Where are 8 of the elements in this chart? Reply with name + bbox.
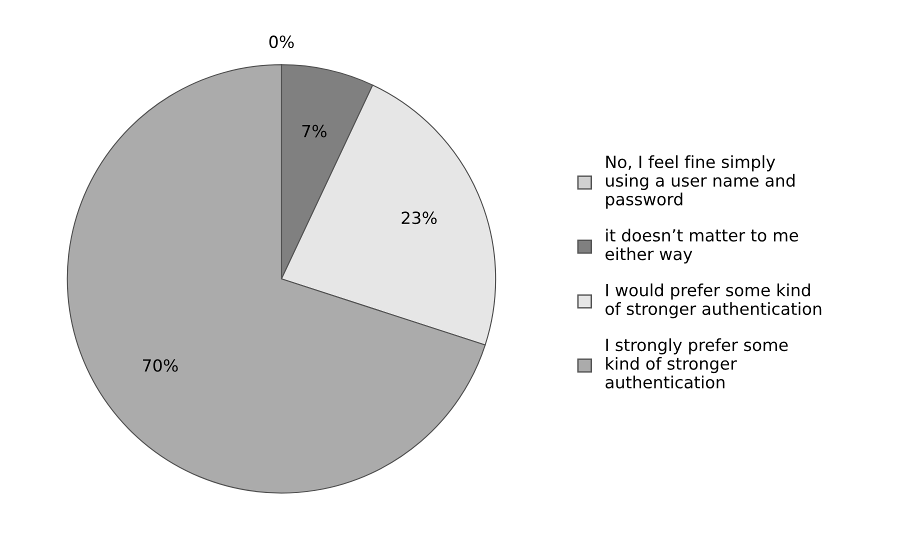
legend-label: it doesn’t matter to me either way xyxy=(606,228,798,264)
data-label: 23% xyxy=(402,212,437,224)
data-label: 7% xyxy=(302,124,326,138)
data-label: 70% xyxy=(143,359,178,372)
legend-label: No, I feel fine simply using a user name and password xyxy=(606,155,795,209)
text: 0% xyxy=(269,36,294,48)
legend-label: I would prefer some kind of stronger authentication xyxy=(606,284,822,318)
legend-label: I strongly prefer some kind of stronger authentication xyxy=(606,338,788,389)
